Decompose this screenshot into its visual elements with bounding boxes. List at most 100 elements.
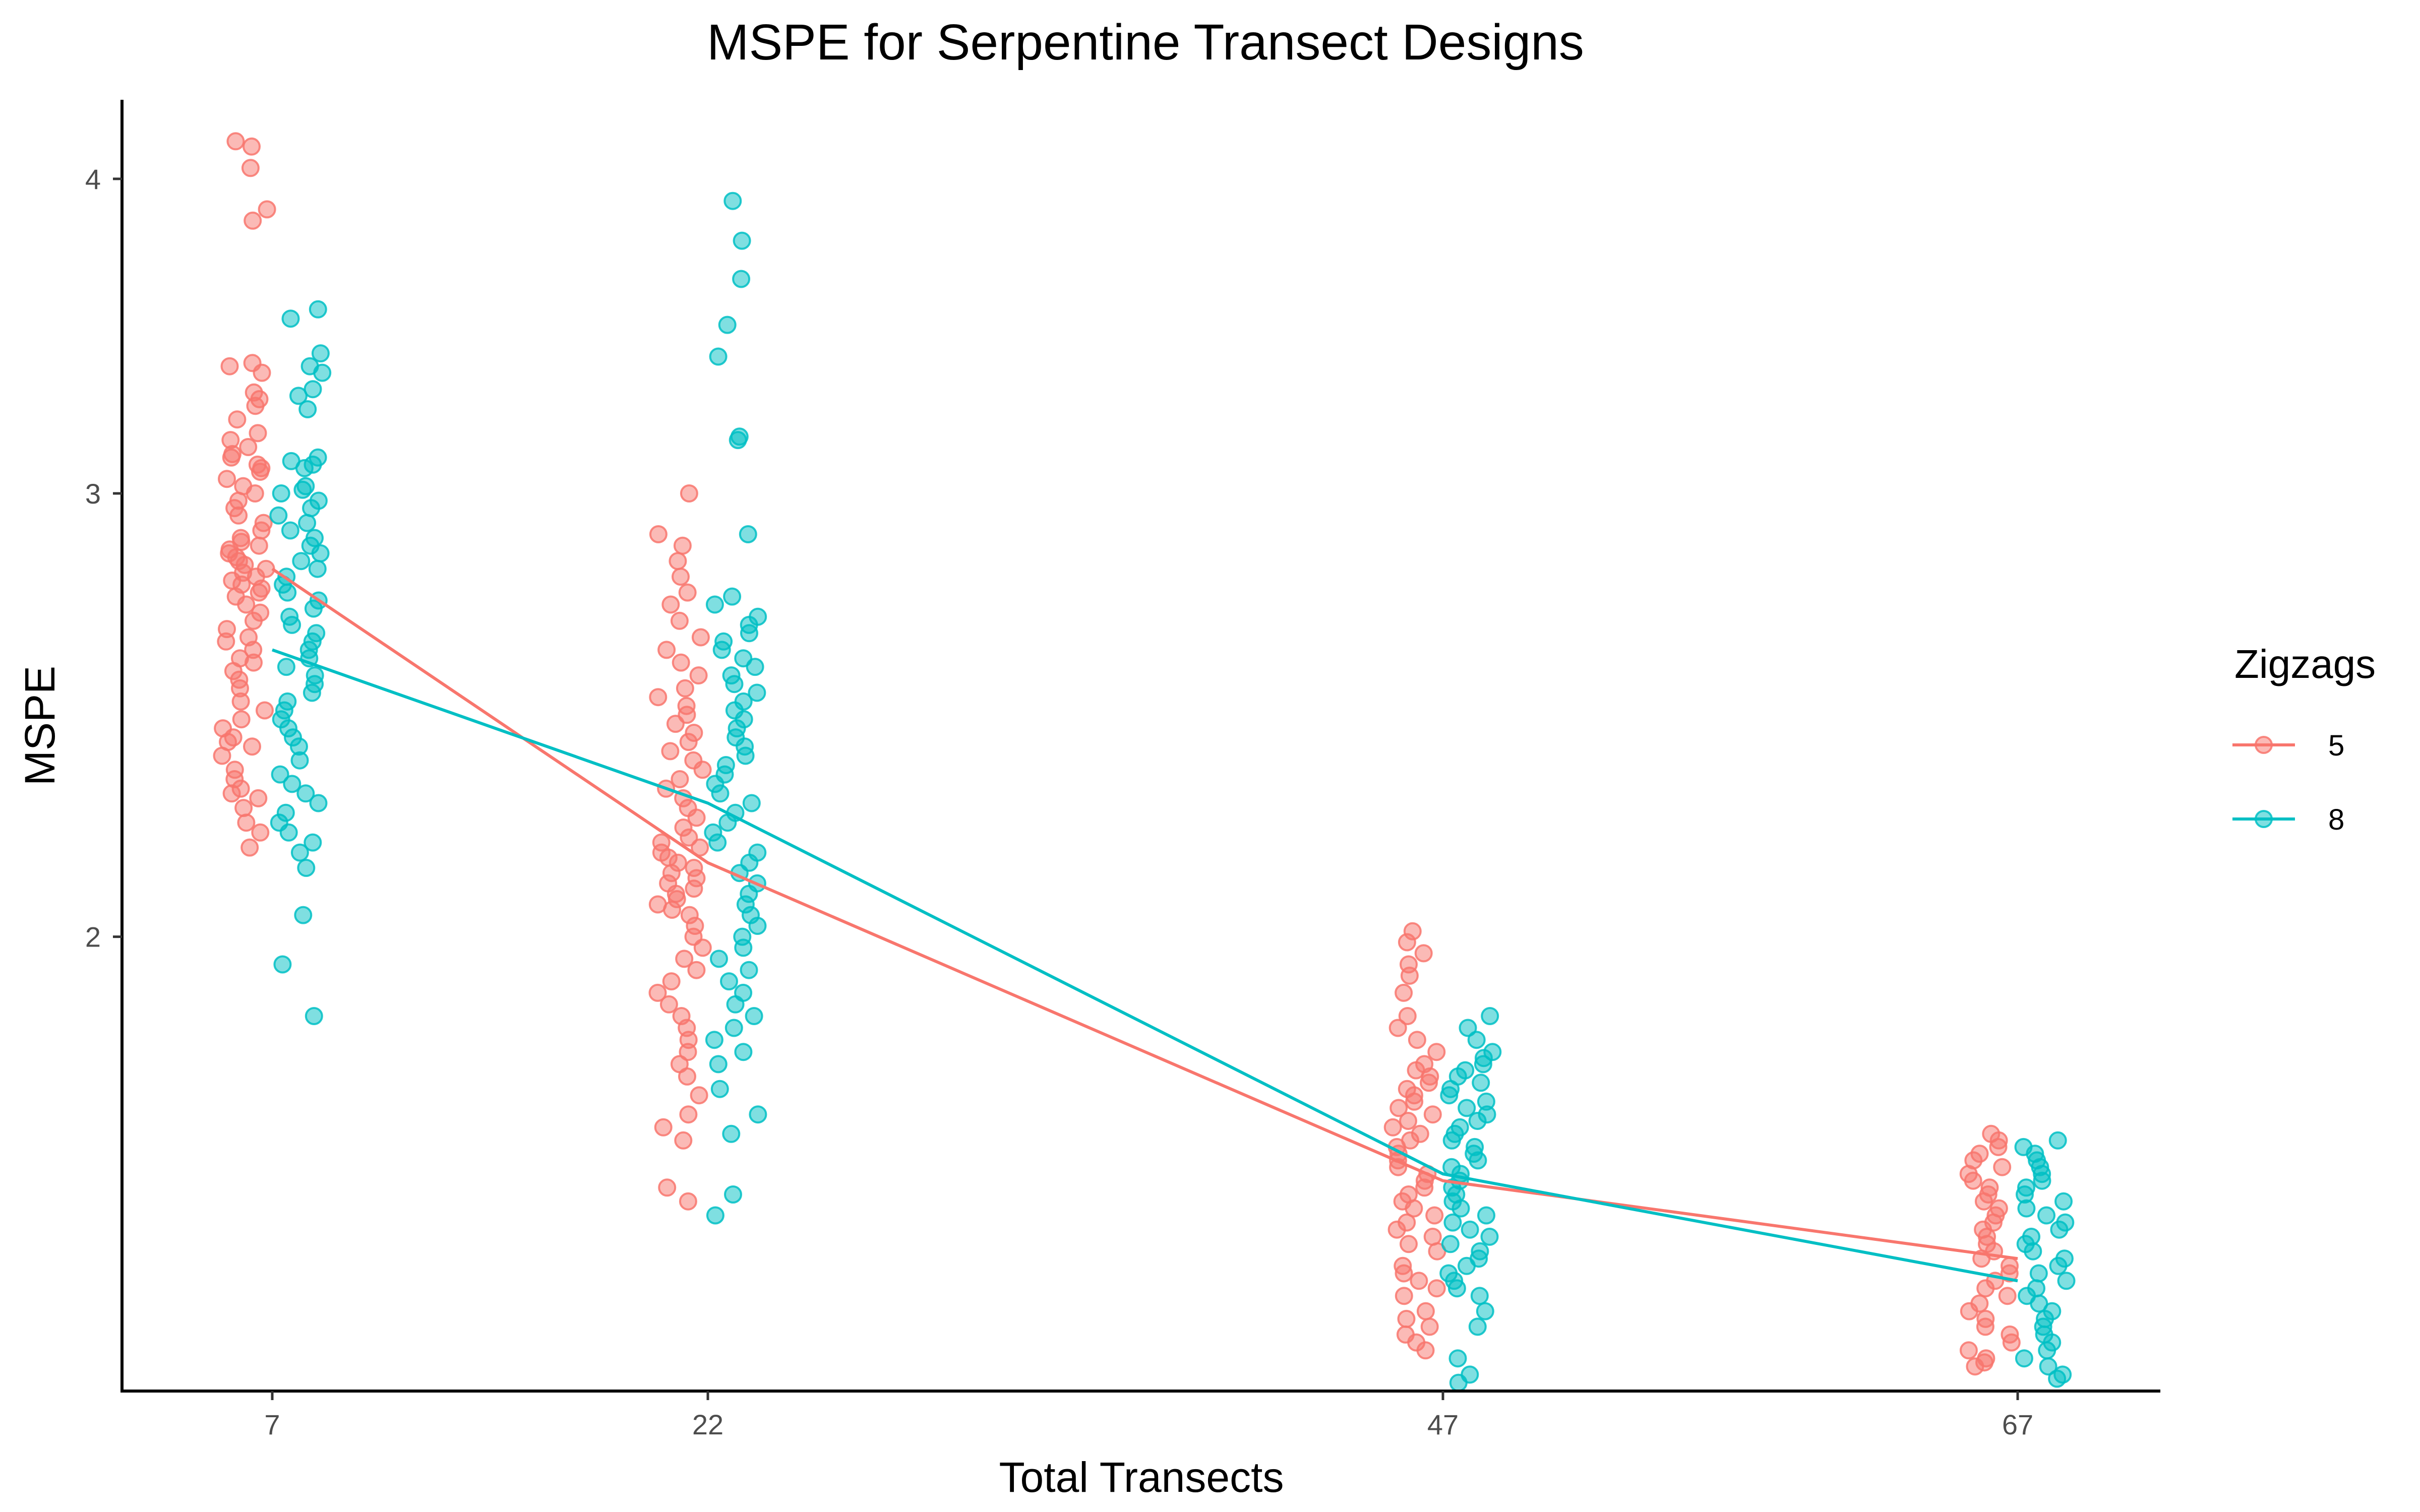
point-series-8 [283, 615, 301, 634]
point-series-8 [705, 1031, 723, 1049]
point-series-8 [311, 544, 330, 562]
point-series-5 [1960, 1302, 1978, 1320]
point-series-5 [673, 536, 692, 555]
point-series-8 [739, 525, 757, 543]
point-series-5 [680, 828, 698, 847]
point-series-5 [245, 611, 263, 630]
point-series-8 [309, 300, 327, 319]
point-series-8 [294, 906, 313, 924]
point-series-5 [249, 424, 267, 443]
point-series-5 [661, 742, 680, 761]
point-series-8 [706, 1206, 724, 1225]
point-series-5 [1989, 1138, 2008, 1156]
point-series-8 [298, 400, 317, 418]
point-series-5 [1397, 1309, 1416, 1328]
point-series-8 [1449, 1373, 1468, 1392]
point-series-8 [313, 363, 332, 382]
point-series-8 [1470, 1287, 1489, 1305]
point-series-5 [691, 628, 710, 647]
point-series-5 [1399, 1112, 1417, 1130]
points-layer [213, 132, 2076, 1392]
point-series-8 [2015, 1349, 2033, 1368]
point-series-5 [256, 701, 274, 720]
point-series-8 [745, 1007, 763, 1025]
point-series-5 [222, 784, 241, 803]
point-series-8 [709, 1055, 728, 1074]
point-series-8 [736, 746, 755, 765]
point-series-5 [1420, 1074, 1438, 1092]
point-series-5 [251, 823, 270, 842]
point-series-5 [662, 972, 681, 991]
point-series-5 [229, 506, 248, 525]
point-series-5 [244, 211, 262, 230]
point-series-8 [1443, 1213, 1462, 1232]
point-series-8 [724, 1185, 742, 1204]
point-series-8 [2049, 1256, 2068, 1275]
point-series-8 [302, 499, 321, 518]
point-series-5 [1976, 1279, 1995, 1298]
point-series-5 [1427, 1279, 1446, 1298]
point-series-8 [2039, 1357, 2058, 1376]
point-series-8 [1477, 1206, 1495, 1225]
point-series-5 [231, 692, 250, 711]
mean-line-series-8 [272, 648, 2018, 1283]
chart-title: MSPE for Serpentine Transect Designs [707, 14, 1584, 71]
point-series-8 [295, 459, 314, 477]
point-series-5 [218, 470, 236, 488]
point-series-8 [1480, 1227, 1499, 1246]
point-series-8 [2054, 1192, 2073, 1211]
point-series-8 [740, 961, 758, 979]
y-axis-title: MSPE [16, 666, 64, 786]
point-series-5 [671, 770, 689, 788]
point-series-8 [1440, 1086, 1459, 1105]
point-series-8 [298, 514, 317, 532]
point-series-5 [243, 137, 261, 156]
point-series-5 [1388, 1019, 1407, 1037]
point-series-8 [1441, 1235, 1460, 1253]
point-series-8 [271, 765, 289, 784]
point-series-5 [1383, 1118, 1402, 1137]
y-tick-label: 2 [85, 921, 101, 953]
point-series-8 [283, 775, 301, 793]
point-series-5 [674, 1131, 693, 1150]
point-series-8 [1469, 1151, 1487, 1170]
point-series-8 [749, 1105, 767, 1124]
point-series-8 [710, 950, 728, 968]
x-tick-label: 67 [2002, 1409, 2033, 1440]
point-series-5 [1976, 1317, 1994, 1336]
point-series-8 [734, 938, 753, 957]
point-series-5 [679, 1043, 697, 1061]
point-series-5 [679, 1192, 697, 1211]
point-series-8 [290, 843, 309, 862]
point-series-8 [2030, 1294, 2048, 1313]
point-series-5 [1966, 1357, 1984, 1376]
point-series-5 [245, 653, 263, 672]
point-series-5 [228, 410, 247, 429]
point-series-8 [1459, 1019, 1477, 1037]
point-series-5 [252, 521, 271, 540]
point-series-8 [1476, 1302, 1494, 1320]
point-series-8 [723, 587, 742, 606]
mean-lines-layer [271, 568, 2018, 1283]
point-series-8 [725, 675, 744, 694]
point-series-8 [1481, 1007, 1499, 1025]
point-series-5 [676, 679, 694, 698]
point-series-8 [309, 794, 328, 812]
point-series-8 [302, 683, 321, 702]
point-series-5 [1423, 1105, 1442, 1124]
point-series-8 [2050, 1220, 2069, 1239]
point-series-5 [1964, 1171, 1982, 1190]
point-series-8 [705, 595, 724, 614]
point-series-8 [304, 833, 322, 852]
point-series-8 [726, 995, 745, 1014]
point-series-8 [273, 955, 292, 974]
point-series-5 [690, 1086, 708, 1105]
point-series-8 [281, 521, 299, 540]
point-series-8 [710, 1080, 729, 1098]
point-series-8 [1448, 1349, 1467, 1368]
point-series-5 [1974, 1192, 1993, 1211]
point-series-8 [304, 380, 322, 399]
point-series-8 [281, 309, 300, 328]
